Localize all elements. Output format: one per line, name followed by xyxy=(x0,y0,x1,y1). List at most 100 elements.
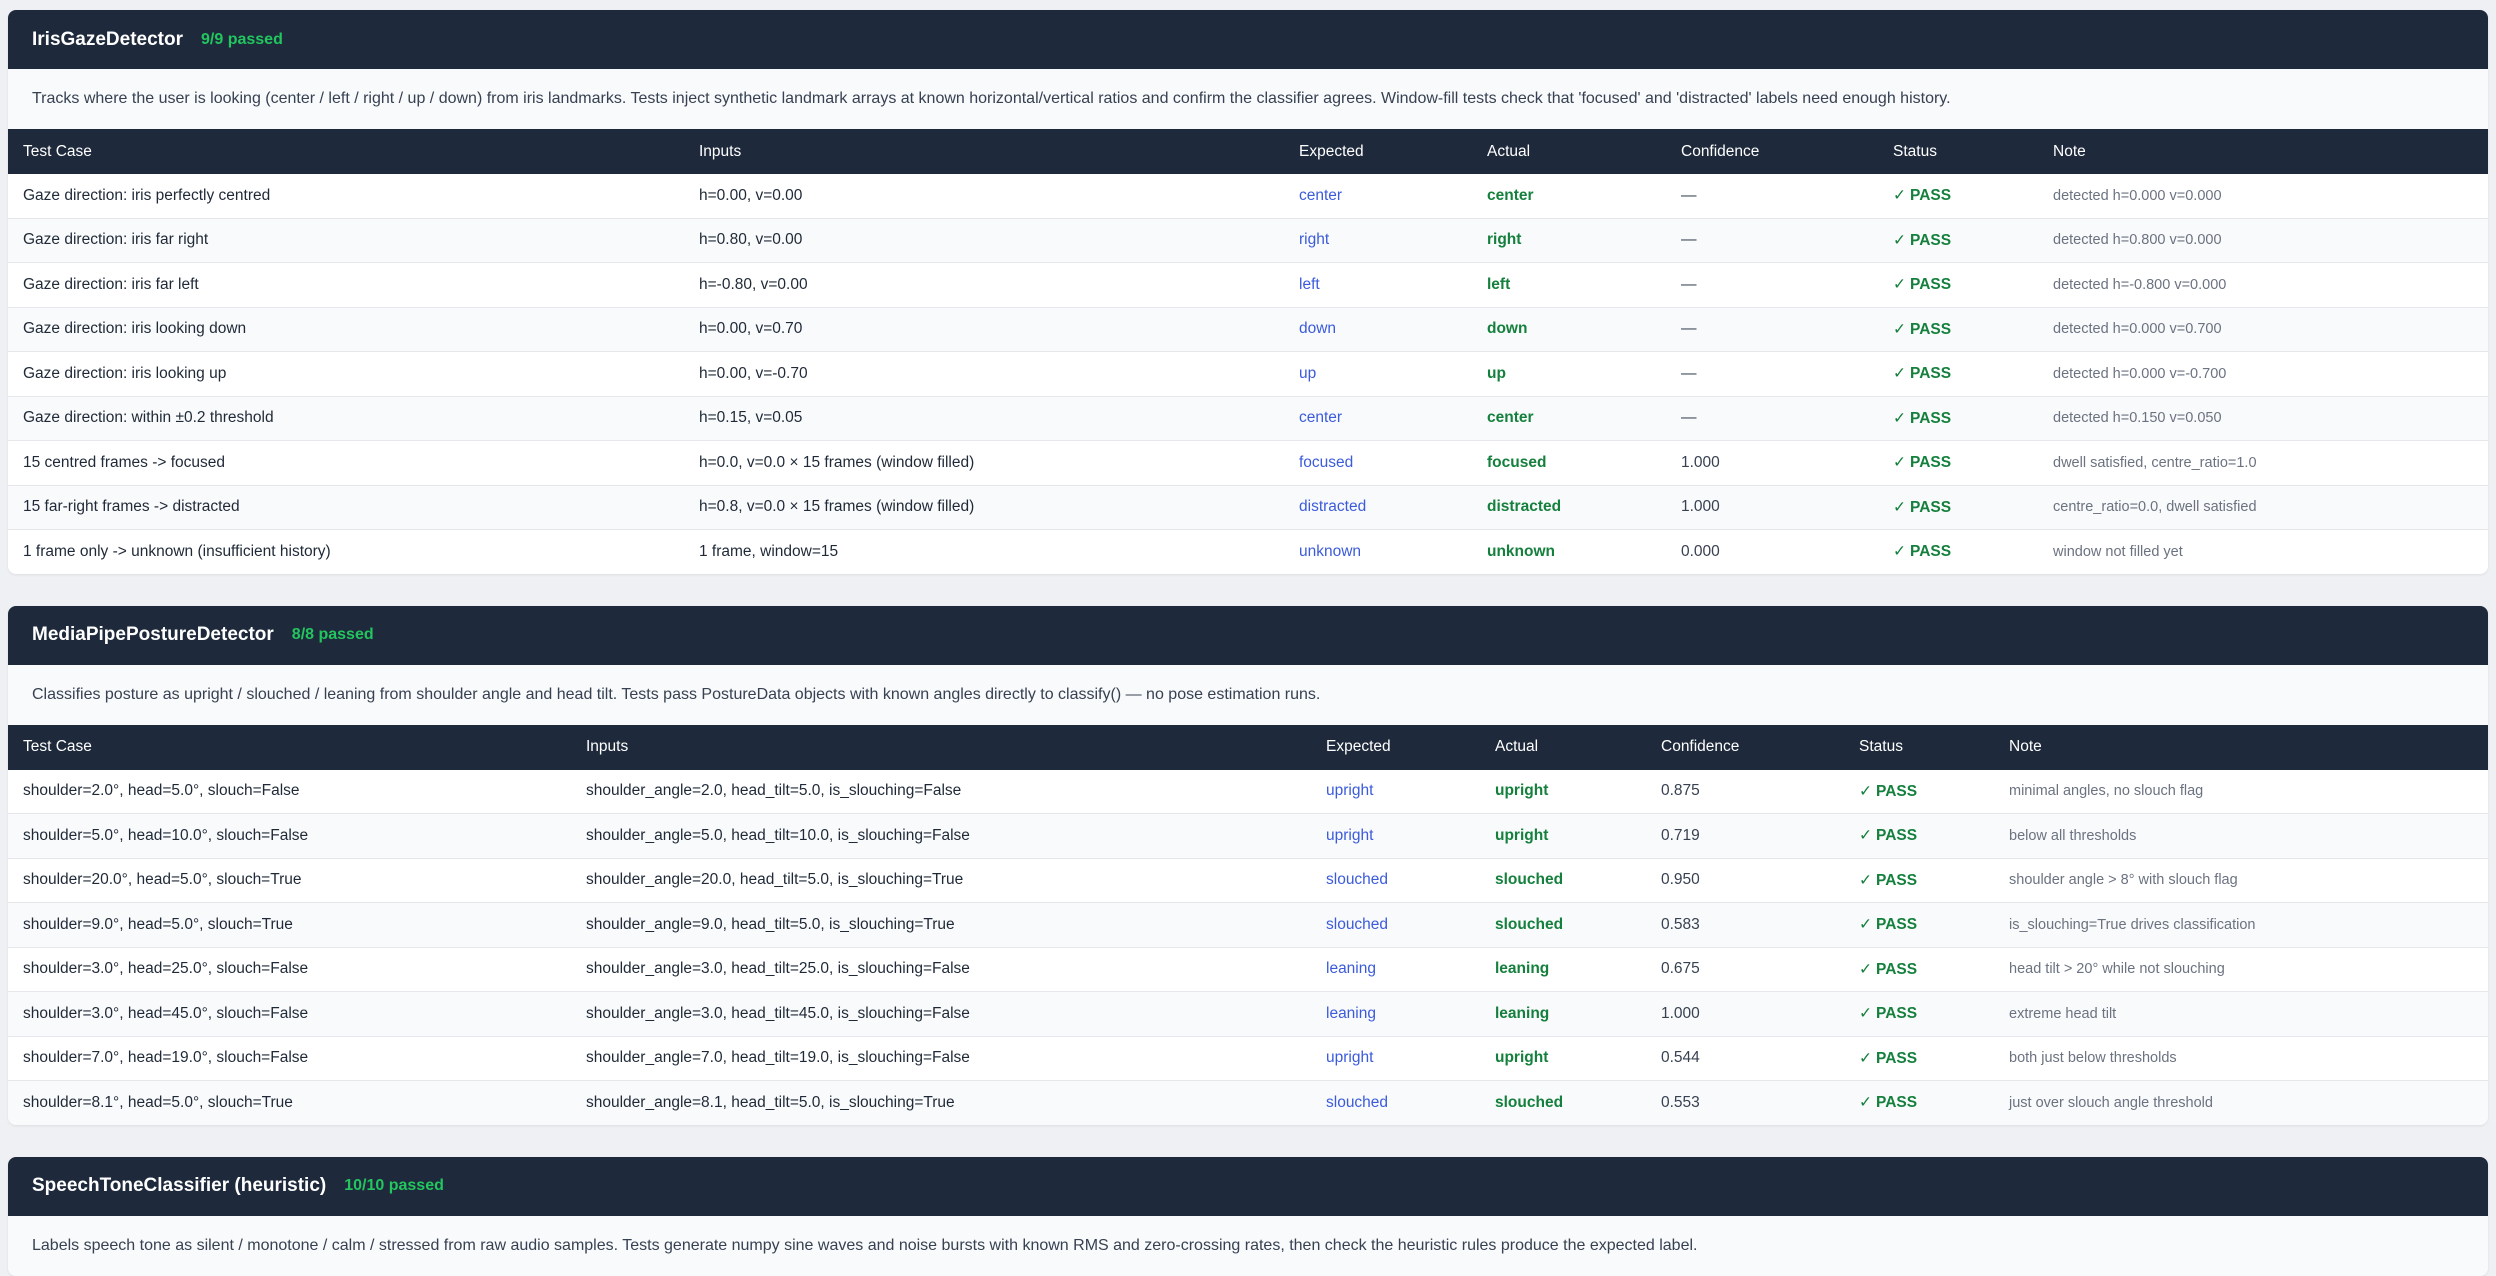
inputs-cell: shoulder_angle=3.0, head_tilt=25.0, is_s… xyxy=(571,947,1311,992)
expected-cell: left xyxy=(1284,262,1472,308)
test-case-cell: shoulder=7.0°, head=19.0°, slouch=False xyxy=(8,1036,571,1081)
expected-cell: leaning xyxy=(1311,991,1480,1037)
table-row: Gaze direction: iris looking down h=0.00,… xyxy=(8,307,2488,352)
check-icon: ✓ xyxy=(1893,320,1906,338)
actual-cell: distracted xyxy=(1472,485,1666,530)
check-icon: ✓ xyxy=(1893,365,1906,383)
section-title: MediaPipePostureDetector xyxy=(32,624,274,645)
actual-cell: slouched xyxy=(1480,1080,1646,1125)
test-case-cell: 1 frame only -> unknown (insufficient hi… xyxy=(23,542,331,560)
column-header: Actual xyxy=(1472,129,1666,174)
column-header: Note xyxy=(2038,129,2488,174)
column-header: Test Case xyxy=(8,129,684,174)
status-cell: ✓ PASS xyxy=(1878,174,2038,219)
inputs-cell: h=0.0, v=0.0 × 15 frames (window filled) xyxy=(684,440,1284,486)
note-cell: detected h=0.000 v=0.000 xyxy=(2038,174,2488,219)
pass-count-badge: 8/8 passed xyxy=(291,626,374,643)
test-case-cell: Gaze direction: within ±0.2 threshold xyxy=(8,396,684,441)
check-icon: ✓ xyxy=(1859,871,1872,889)
note-cell: dwell satisfied, centre_ratio=1.0 xyxy=(2038,440,2488,486)
status-label: PASS xyxy=(1876,960,1918,978)
inputs-cell: shoulder_angle=20.0, head_tilt=5.0, is_s… xyxy=(571,858,1311,903)
check-icon: ✓ xyxy=(1893,409,1906,427)
status-cell: ✓ PASS xyxy=(1844,947,1994,992)
check-icon: ✓ xyxy=(1859,1005,1872,1023)
test-case-cell: shoulder=5.0°, head=10.0°, slouch=False xyxy=(8,813,571,859)
note-cell: shoulder angle > 8° with slouch flag xyxy=(1994,858,2488,903)
confidence-cell: 1.000 xyxy=(1666,485,1878,530)
pass-count-badge: 10/10 passed xyxy=(344,1177,444,1194)
section-header: IrisGazeDetector 9/9 passed xyxy=(8,10,2488,69)
actual-cell: upright xyxy=(1480,769,1646,814)
table-row: 1 frame only -> unknown (insufficient hi… xyxy=(8,530,2488,574)
column-header: Expected xyxy=(1284,129,1472,174)
actual-cell: focused xyxy=(1472,440,1666,486)
column-header: Test Case xyxy=(8,724,571,770)
status-label: PASS xyxy=(1910,409,1952,427)
table-row: Gaze direction: iris perfectly centred h=… xyxy=(8,174,2488,219)
table-row: Gaze direction: iris far left h=-0.80, v=… xyxy=(8,262,2488,308)
confidence-cell: 0.950 xyxy=(1646,858,1844,903)
check-icon: ✓ xyxy=(1859,960,1872,978)
table-row: shoulder=7.0°, head=19.0°, slouch=False s… xyxy=(8,1036,2488,1081)
actual-cell: left xyxy=(1472,262,1666,308)
table-row: shoulder=2.0°, head=5.0°, slouch=False sh… xyxy=(8,769,2488,814)
section-iris-gaze-detector: IrisGazeDetector 9/9 passed Tracks where… xyxy=(8,10,2488,574)
table-row: 15 far-right frames -> distracted h=0.8, … xyxy=(8,485,2488,530)
table-row: shoulder=20.0°, head=5.0°, slouch=True sh… xyxy=(8,858,2488,903)
confidence-cell: — xyxy=(1666,218,1878,263)
section-speech-tone-classifier: SpeechToneClassifier (heuristic) 10/10 p… xyxy=(8,1156,2488,1276)
note-cell: detected h=0.800 v=0.000 xyxy=(2038,218,2488,263)
status-cell: ✓ PASS xyxy=(1878,307,2038,352)
confidence-cell: 1.000 xyxy=(1646,991,1844,1037)
actual-cell: right xyxy=(1472,218,1666,263)
status-label: PASS xyxy=(1876,916,1918,934)
expected-cell: upright xyxy=(1311,769,1480,814)
test-case-cell: Gaze direction: iris looking up xyxy=(8,351,684,397)
status-label: PASS xyxy=(1910,187,1952,205)
note-cell: centre_ratio=0.0, dwell satisfied xyxy=(2038,485,2488,530)
confidence-cell: 0.553 xyxy=(1646,1080,1844,1125)
inputs-cell: h=0.00, v=0.00 xyxy=(684,174,1284,219)
status-label: PASS xyxy=(1876,1094,1918,1112)
status-cell: ✓ PASS xyxy=(1878,351,2038,397)
note-cell: just over slouch angle threshold xyxy=(1994,1080,2488,1125)
note-cell: detected h=-0.800 v=0.000 xyxy=(2038,262,2488,308)
test-case-cell: shoulder=9.0°, head=5.0°, slouch=True xyxy=(8,902,571,948)
pass-count-badge: 9/9 passed xyxy=(201,30,283,48)
status-cell: ✓ PASS xyxy=(1844,991,1994,1037)
status-label: PASS xyxy=(1910,498,1952,516)
column-header: Status xyxy=(1844,724,1994,770)
actual-cell: up xyxy=(1472,351,1666,397)
expected-cell: unknown xyxy=(1299,542,1362,560)
actual-cell: upright xyxy=(1480,1036,1646,1081)
note-cell: head tilt > 20° while not slouching xyxy=(1994,947,2488,992)
note-cell: both just below thresholds xyxy=(1994,1036,2488,1081)
note-cell: detected h=0.150 v=0.050 xyxy=(2038,396,2488,441)
confidence-cell: — xyxy=(1666,262,1878,308)
check-icon: ✓ xyxy=(1893,187,1906,205)
actual-cell: center xyxy=(1472,396,1666,441)
results-table: Test Case Inputs Expected Actual Confidence S… xyxy=(8,129,2488,574)
status-cell: ✓ PASS xyxy=(1878,485,2038,530)
inputs-cell: shoulder_angle=7.0, head_tilt=19.0, is_s… xyxy=(571,1036,1311,1081)
results-table: Test Case Inputs Expected Actual Confidence S… xyxy=(8,724,2488,1125)
expected-cell: upright xyxy=(1311,1036,1480,1081)
test-case-cell: shoulder=8.1°, head=5.0°, slouch=True xyxy=(8,1080,571,1125)
check-icon: ✓ xyxy=(1859,916,1872,934)
section-description: Labels speech tone as silent / monotone … xyxy=(8,1215,2488,1276)
status-label: PASS xyxy=(1910,320,1952,338)
status-cell: ✓ PASS xyxy=(1844,902,1994,948)
expected-cell: right xyxy=(1284,218,1472,263)
check-icon: ✓ xyxy=(1859,1049,1872,1067)
table-row: shoulder=9.0°, head=5.0°, slouch=True sho… xyxy=(8,902,2488,948)
table-row: shoulder=3.0°, head=45.0°, slouch=False s… xyxy=(8,991,2488,1037)
status-label: PASS xyxy=(1876,1049,1918,1067)
confidence-cell: 1.000 xyxy=(1666,440,1878,486)
table-row: Gaze direction: iris looking up h=0.00, v… xyxy=(8,351,2488,397)
column-header: Inputs xyxy=(684,129,1284,174)
expected-cell: slouched xyxy=(1311,1080,1480,1125)
confidence-cell: 0.583 xyxy=(1646,902,1844,948)
expected-cell: distracted xyxy=(1284,485,1472,530)
actual-cell: upright xyxy=(1480,813,1646,859)
